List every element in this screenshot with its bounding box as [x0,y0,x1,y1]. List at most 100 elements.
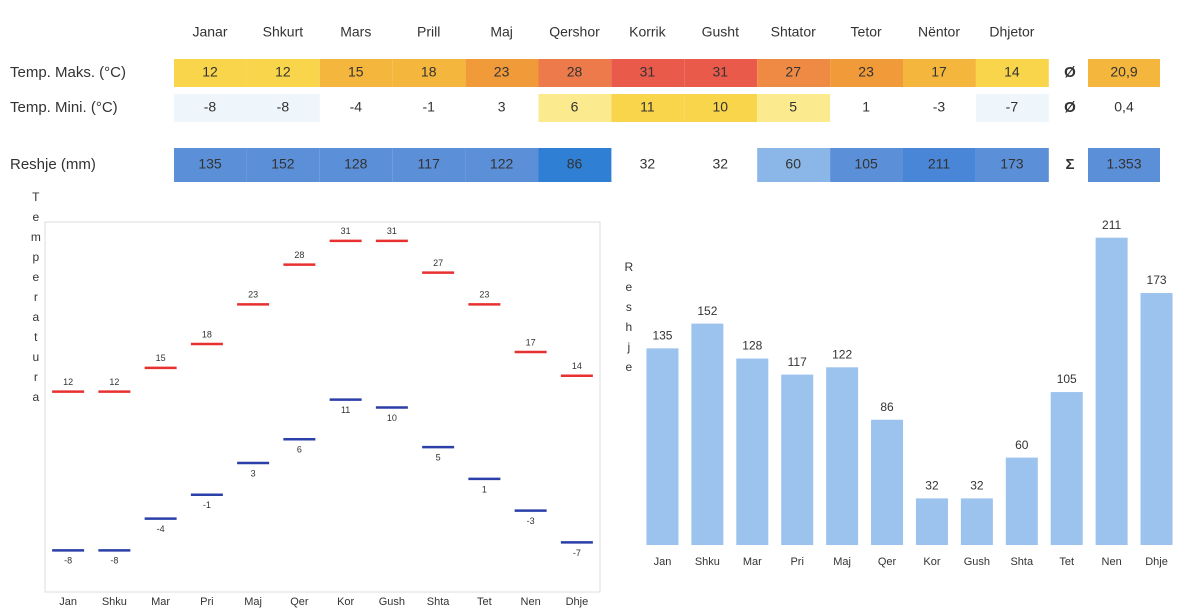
cell-value: -1 [422,99,435,115]
cell-bg [174,59,247,87]
data-label: 10 [387,413,397,423]
cell-value: 135 [198,156,222,172]
data-label: 12 [63,377,73,387]
x-tick-label: Mar [743,556,762,568]
cell-bg [611,59,685,87]
bar [871,419,904,545]
x-tick-label: Tet [1059,556,1074,568]
bar [781,374,814,545]
y-axis-label: Reshje [622,260,636,380]
month-header: Shkurt [263,24,304,40]
x-tick-label: Maj [833,556,851,568]
x-tick-label: Jan [59,596,77,608]
row-total: 0,4 [1114,99,1134,115]
total-bg [1088,59,1160,87]
cell-value: 122 [490,156,514,172]
cell-value: 6 [571,99,579,115]
cell-bg [975,148,1049,182]
x-tick-label: Gush [379,596,405,608]
data-label: 211 [1102,218,1121,232]
cell-value: 152 [271,156,295,172]
cell-value: -4 [350,99,363,115]
cell-value: 32 [640,156,656,172]
x-tick-label: Shku [102,596,127,608]
cell-bg [538,94,612,122]
x-tick-label: Dhje [1145,556,1168,568]
data-label: 31 [341,226,351,236]
cell-bg [975,94,1049,122]
cell-bg [319,148,393,182]
cell-bg [392,59,466,87]
cell-value: -8 [277,99,290,115]
data-label: 135 [652,329,672,343]
cell-bg [174,148,247,182]
data-label: 5 [436,453,441,463]
cell-value: -3 [933,99,946,115]
cell-value: 11 [640,99,655,115]
bar [1095,237,1128,545]
x-tick-label: Tet [477,596,492,608]
cell-bg [757,59,831,87]
cell-value: 27 [785,64,801,80]
cell-value: 60 [785,156,801,172]
cell-bg [903,148,976,182]
month-header: Tetor [851,24,882,40]
data-label: 1 [482,484,487,494]
data-label: 17 [526,337,536,347]
bar [1140,293,1173,545]
data-label: 15 [156,353,166,363]
x-tick-label: Shta [1010,556,1034,568]
cell-value: 12 [202,64,218,80]
bar [646,348,679,545]
bar [826,367,859,545]
data-label: -8 [110,556,118,566]
month-header: Maj [490,24,513,40]
cell-bg [830,148,903,182]
data-label: 14 [572,361,582,371]
cell-bg [465,59,539,87]
cell-value: -8 [204,99,217,115]
data-label: 128 [742,339,762,353]
data-label: 152 [697,304,717,318]
cell-bg [465,148,539,182]
x-tick-label: Shku [695,556,720,568]
data-label: -1 [203,500,211,510]
cell-bg [611,94,685,122]
cell-value: 23 [858,64,874,80]
x-tick-label: Qer [290,596,309,608]
x-tick-label: Maj [244,596,262,608]
cell-value: 3 [498,99,506,115]
month-header: Korrik [629,24,667,40]
x-tick-label: Qer [878,556,897,568]
row-label: Temp. Maks. (°C) [10,64,126,81]
cell-bg [684,59,758,87]
data-label: -4 [157,524,165,534]
cell-value: -7 [1006,99,1019,115]
cell-value: 31 [713,64,729,80]
data-label: 60 [1015,438,1029,452]
cell-value: 12 [275,64,291,80]
cell-bg [392,148,466,182]
row-symbol: Σ [1065,156,1074,173]
data-label: 32 [925,479,939,493]
x-tick-label: Jan [654,556,672,568]
data-label: 3 [251,468,256,478]
cell-value: 31 [640,64,656,80]
cell-bg [538,59,612,87]
cell-value: 17 [931,64,947,80]
cell-value: 23 [494,64,510,80]
data-label: 23 [248,290,258,300]
data-label: 32 [970,479,984,493]
data-label: -3 [527,516,535,526]
cell-bg [684,94,758,122]
x-tick-label: Kor [923,556,940,568]
data-label: 117 [788,355,807,369]
x-tick-label: Pri [790,556,803,568]
cell-value: 10 [713,99,729,115]
cell-value: 18 [421,64,437,80]
row-label: Reshje (mm) [10,156,96,173]
data-label: -8 [64,556,72,566]
month-header: Janar [192,24,227,40]
data-label: 6 [297,445,302,455]
x-tick-label: Pri [200,596,213,608]
